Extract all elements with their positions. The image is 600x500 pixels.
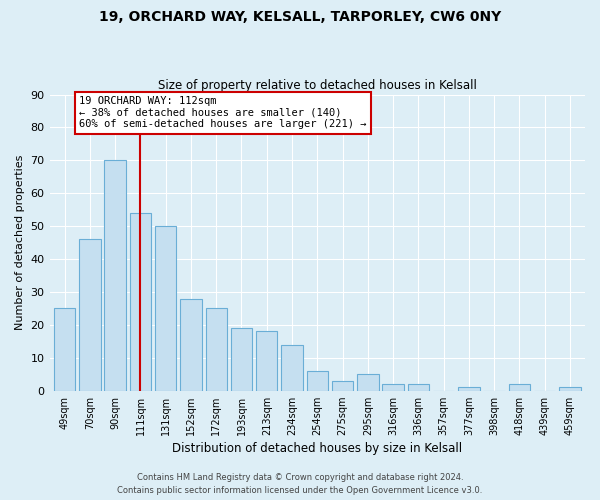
Bar bbox=[180, 298, 202, 390]
Text: 19, ORCHARD WAY, KELSALL, TARPORLEY, CW6 0NY: 19, ORCHARD WAY, KELSALL, TARPORLEY, CW6… bbox=[99, 10, 501, 24]
Bar bbox=[357, 374, 379, 390]
Bar bbox=[281, 344, 303, 391]
Text: 19 ORCHARD WAY: 112sqm
← 38% of detached houses are smaller (140)
60% of semi-de: 19 ORCHARD WAY: 112sqm ← 38% of detached… bbox=[79, 96, 367, 130]
Bar bbox=[256, 332, 277, 390]
Bar bbox=[407, 384, 429, 390]
Title: Size of property relative to detached houses in Kelsall: Size of property relative to detached ho… bbox=[158, 79, 477, 92]
Bar bbox=[155, 226, 176, 390]
Bar bbox=[458, 388, 479, 390]
Bar bbox=[231, 328, 252, 390]
Bar bbox=[307, 371, 328, 390]
Y-axis label: Number of detached properties: Number of detached properties bbox=[15, 155, 25, 330]
Bar bbox=[130, 213, 151, 390]
X-axis label: Distribution of detached houses by size in Kelsall: Distribution of detached houses by size … bbox=[172, 442, 463, 455]
Bar bbox=[332, 381, 353, 390]
Bar bbox=[382, 384, 404, 390]
Bar bbox=[559, 388, 581, 390]
Bar bbox=[509, 384, 530, 390]
Bar bbox=[104, 160, 126, 390]
Bar bbox=[206, 308, 227, 390]
Bar bbox=[79, 240, 101, 390]
Bar bbox=[54, 308, 76, 390]
Text: Contains HM Land Registry data © Crown copyright and database right 2024.
Contai: Contains HM Land Registry data © Crown c… bbox=[118, 474, 482, 495]
